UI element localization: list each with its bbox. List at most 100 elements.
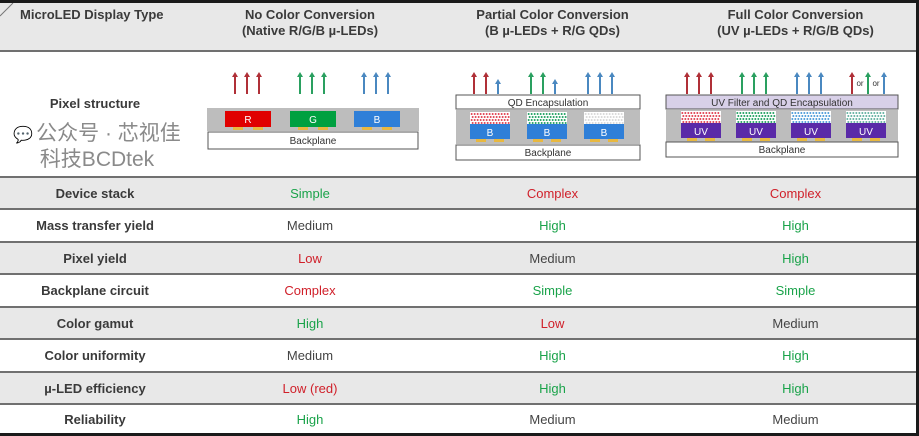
arrow-head-icon xyxy=(585,72,591,77)
quantum-dot xyxy=(865,121,868,123)
or-label: or xyxy=(872,79,879,88)
quantum-dot xyxy=(528,116,531,118)
quantum-dot xyxy=(527,113,530,115)
quantum-dot xyxy=(551,113,554,115)
quantum-dot xyxy=(740,115,743,117)
quantum-dot xyxy=(818,118,821,120)
quantum-dot xyxy=(813,121,816,123)
quantum-dot xyxy=(709,115,712,117)
quantum-dot xyxy=(876,118,879,120)
contact-pad xyxy=(253,127,263,130)
quantum-dot xyxy=(602,113,605,115)
quantum-dot xyxy=(711,118,714,120)
arrow-head-icon xyxy=(385,72,391,77)
quantum-dot xyxy=(540,116,543,118)
quantum-dot xyxy=(561,116,564,118)
quantum-dot xyxy=(763,112,766,114)
quantum-dot xyxy=(533,119,536,121)
quantum-dot xyxy=(588,122,591,124)
quantum-dot xyxy=(486,122,489,124)
arrow-head-icon xyxy=(321,72,327,77)
quantum-dot xyxy=(706,115,709,117)
quantum-dot xyxy=(746,121,749,123)
quantum-dot xyxy=(717,118,720,120)
quantum-dot xyxy=(488,119,491,121)
quantum-dot xyxy=(537,116,540,118)
quantum-dot xyxy=(705,118,708,120)
quantum-dot xyxy=(809,112,812,114)
quantum-dot xyxy=(557,119,560,121)
quantum-dot xyxy=(876,112,879,114)
quantum-dot xyxy=(853,115,856,117)
quantum-dot xyxy=(485,119,488,121)
quantum-dot xyxy=(687,112,690,114)
quantum-dot xyxy=(609,122,612,124)
quantum-dot xyxy=(755,115,758,117)
quantum-dot xyxy=(702,112,705,114)
quantum-dot xyxy=(855,112,858,114)
quantum-dot xyxy=(855,118,858,120)
quantum-dot xyxy=(684,118,687,120)
contact-pad xyxy=(476,139,486,142)
arrow-head-icon xyxy=(597,72,603,77)
quantum-dot xyxy=(798,121,801,123)
qd-layer xyxy=(584,112,624,124)
quantum-dot xyxy=(533,113,536,115)
arrow-head-icon xyxy=(244,72,250,77)
uv-led-chip xyxy=(846,123,886,138)
quantum-dot xyxy=(596,119,599,121)
quantum-dot xyxy=(767,121,770,123)
chip-label: B xyxy=(544,128,551,139)
quantum-dot xyxy=(681,118,684,120)
contact-pad xyxy=(705,138,715,141)
quantum-dot xyxy=(482,113,485,115)
quantum-dot xyxy=(591,122,594,124)
uv-led-chip xyxy=(736,123,776,138)
quantum-dot xyxy=(501,116,504,118)
quantum-dot xyxy=(882,118,885,120)
quantum-dot xyxy=(749,121,752,123)
quantum-dot xyxy=(605,119,608,121)
arrow-head-icon xyxy=(794,72,800,77)
quantum-dot xyxy=(482,119,485,121)
table-row: Color gamut High Low Medium xyxy=(0,306,916,338)
quantum-dot xyxy=(615,116,618,118)
contact-pad xyxy=(687,138,697,141)
quantum-dot xyxy=(477,116,480,118)
wechat-icon: 💬 xyxy=(13,127,34,144)
qd-layer xyxy=(681,111,721,123)
quantum-dot xyxy=(600,116,603,118)
quantum-dot xyxy=(815,118,818,120)
contact-pad xyxy=(494,139,504,142)
quantum-dot xyxy=(873,118,876,120)
chip-label: UV xyxy=(804,127,818,138)
quantum-dot xyxy=(540,122,543,124)
quantum-dot xyxy=(682,115,685,117)
quantum-dot xyxy=(587,119,590,121)
quantum-dot xyxy=(681,112,684,114)
quantum-dot xyxy=(471,116,474,118)
quantum-dot xyxy=(549,116,552,118)
cell-value: High xyxy=(782,250,809,266)
led-chip xyxy=(225,111,271,127)
quantum-dot xyxy=(539,119,542,121)
quantum-dot xyxy=(585,116,588,118)
quantum-dot xyxy=(554,119,557,121)
quantum-dot xyxy=(542,119,545,121)
quantum-dot xyxy=(858,118,861,120)
cell-value: Medium xyxy=(529,250,576,266)
quantum-dot xyxy=(564,116,567,118)
quantum-dot xyxy=(685,121,688,123)
quantum-dot xyxy=(684,112,687,114)
quantum-dot xyxy=(883,115,886,117)
quantum-dot xyxy=(691,121,694,123)
contact-pad xyxy=(362,127,372,130)
cell-value: Medium xyxy=(772,411,819,427)
quantum-dot xyxy=(480,116,483,118)
chip-label: UV xyxy=(859,127,873,138)
quantum-dot xyxy=(590,119,593,121)
quantum-dot xyxy=(800,118,803,120)
quantum-dot xyxy=(819,121,822,123)
quantum-dot xyxy=(874,121,877,123)
led-chip xyxy=(354,111,400,127)
